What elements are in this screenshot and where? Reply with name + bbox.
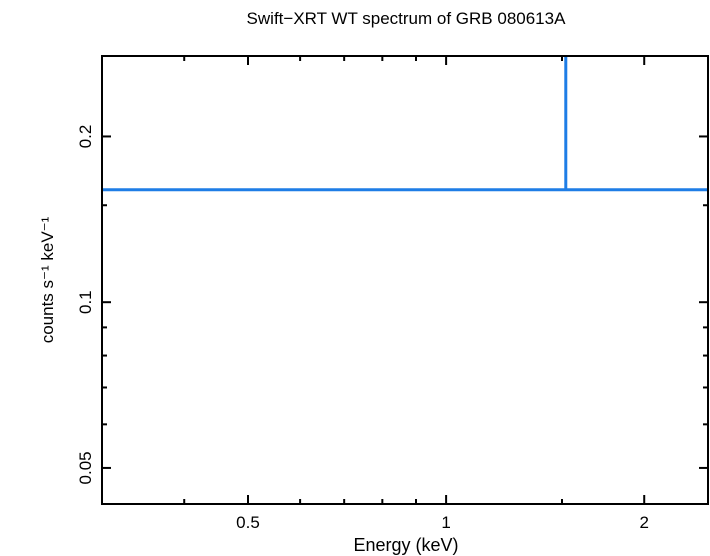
x-axis-label: Energy (keV) — [353, 535, 458, 555]
plot-frame — [101, 55, 709, 505]
tick-layer: 0.5 1 2 0.05 0.1 0.2 — [76, 56, 708, 532]
x-tick-label: 1 — [441, 513, 450, 532]
series-layer — [102, 56, 708, 192]
chart-title: Swift−XRT WT spectrum of GRB 080613A — [247, 9, 567, 28]
x-tick-label: 2 — [639, 513, 648, 532]
y-axis-label: counts s⁻¹ keV⁻¹ — [38, 216, 57, 343]
y-tick-label: 0.1 — [76, 290, 95, 314]
y-tick-label: 0.2 — [76, 125, 95, 149]
y-tick-label: 0.05 — [76, 451, 95, 484]
x-tick-label: 0.5 — [236, 513, 260, 532]
